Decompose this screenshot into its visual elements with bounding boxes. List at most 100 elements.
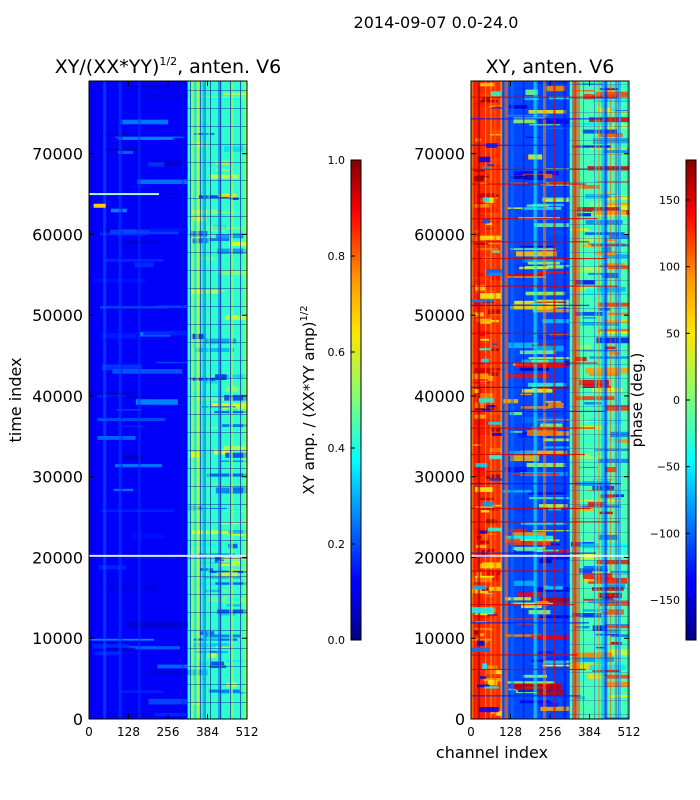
left-base-streak bbox=[99, 712, 155, 718]
right-left-streak bbox=[492, 129, 502, 134]
left-base-streak bbox=[149, 712, 188, 717]
left-base-streak bbox=[132, 186, 153, 188]
left-band-grid bbox=[187, 81, 247, 719]
right-mid-streak bbox=[513, 550, 537, 554]
colorbar-tick-label: 0.0 bbox=[328, 634, 346, 647]
y-tick-label: 70000 bbox=[32, 145, 83, 164]
right-mid-streak bbox=[509, 182, 528, 184]
right-mid-streak bbox=[532, 530, 570, 532]
left-base-streak bbox=[156, 305, 188, 309]
x-tick-label: 512 bbox=[236, 725, 259, 739]
right-mid-streak bbox=[546, 85, 566, 92]
right-left-streak bbox=[477, 330, 491, 334]
right-horizontal-line bbox=[471, 410, 605, 413]
right-mid-streak bbox=[526, 462, 566, 468]
left-base-streak bbox=[128, 622, 188, 628]
right-left-streak bbox=[491, 427, 502, 432]
right-left-streak bbox=[478, 82, 495, 87]
right-mid-streak bbox=[515, 363, 566, 368]
y-tick-label: 60000 bbox=[414, 225, 465, 244]
right-mid-column bbox=[504, 81, 509, 719]
right-left-streak bbox=[491, 504, 502, 507]
left-base-streak bbox=[147, 162, 165, 167]
right-mid-streak bbox=[510, 248, 556, 251]
left-base-streak bbox=[146, 94, 188, 99]
right-left-streak bbox=[476, 247, 499, 251]
right-mid-streak bbox=[548, 181, 570, 185]
right-mid-streak bbox=[521, 603, 542, 609]
right-horizontal-line bbox=[471, 386, 569, 388]
right-left-streak bbox=[490, 711, 502, 716]
left-bright-line bbox=[89, 554, 247, 557]
colorbar-tick-label: 150 bbox=[659, 194, 680, 207]
right-left-streak bbox=[479, 713, 497, 719]
right-horizontal-line bbox=[471, 168, 588, 170]
colorbar-tick-label: 0.2 bbox=[328, 538, 346, 551]
right-left-dark-streak bbox=[471, 607, 495, 614]
right-mid-streak bbox=[528, 610, 551, 615]
right-horizontal-line bbox=[471, 96, 604, 98]
right-left-dark-streak bbox=[492, 250, 500, 253]
right-left-streak bbox=[474, 487, 493, 492]
left-base-streak bbox=[148, 698, 188, 705]
left-colorbar-gradient bbox=[350, 159, 362, 641]
right-left-streak bbox=[473, 175, 489, 182]
right-horizontal-line bbox=[471, 622, 590, 624]
right-left-streak bbox=[485, 348, 500, 352]
right-mid-streak bbox=[509, 541, 551, 546]
right-mid-streak bbox=[546, 127, 567, 129]
right-mid-streak bbox=[542, 197, 570, 202]
right-horizontal-line bbox=[471, 552, 596, 554]
right-left-streak bbox=[483, 593, 497, 598]
right-mid-streak bbox=[507, 114, 549, 117]
right-horizontal-line bbox=[471, 304, 590, 306]
right-mid-streak bbox=[527, 492, 565, 495]
x-tick-label: 256 bbox=[157, 725, 180, 739]
left-base-streak bbox=[150, 160, 182, 166]
right-horizontal-line bbox=[471, 695, 581, 697]
figure-suptitle: 2014-09-07 0.0-24.0 bbox=[354, 13, 519, 32]
right-mid-streak bbox=[533, 301, 566, 303]
y-tick-label: 20000 bbox=[414, 548, 465, 567]
right-horizontal-line bbox=[471, 453, 585, 456]
right-mid-streak bbox=[516, 623, 534, 625]
right-left-dark-streak bbox=[479, 348, 491, 351]
right-left-streak bbox=[473, 230, 480, 233]
right-left-streak bbox=[485, 281, 495, 284]
y-tick-label: 40000 bbox=[32, 387, 83, 406]
y-tick-label: 10000 bbox=[32, 629, 83, 648]
right-left-streak bbox=[486, 598, 494, 601]
right-left-column bbox=[493, 81, 497, 719]
left-base-streak bbox=[115, 409, 142, 411]
left-base-streak bbox=[112, 368, 183, 374]
left-base-streak bbox=[100, 509, 174, 513]
right-horizontal-line bbox=[471, 507, 591, 510]
y-tick-label: 50000 bbox=[414, 306, 465, 325]
right-mid-streak bbox=[542, 319, 570, 324]
left-base-streak bbox=[150, 227, 188, 232]
right-horizontal-line bbox=[471, 183, 586, 185]
left-base-streak bbox=[135, 399, 178, 405]
right-left-dark-streak bbox=[487, 527, 502, 532]
right-left-dark-streak bbox=[487, 614, 498, 616]
right-left-streak bbox=[471, 419, 493, 426]
right-mid-streak bbox=[525, 89, 538, 96]
colorbar-tick-label: −150 bbox=[650, 594, 680, 607]
right-mid-streak bbox=[509, 411, 523, 416]
left-colorbar-label: XY amp. / (XX*YY amp)1/2 bbox=[299, 305, 318, 494]
right-horizontal-line bbox=[471, 257, 607, 260]
right-mid-streak bbox=[534, 223, 570, 228]
right-mid-column bbox=[533, 81, 537, 719]
right-mid-column bbox=[542, 81, 547, 719]
right-mid-streak bbox=[505, 597, 532, 601]
colorbar-tick-label: −50 bbox=[657, 461, 680, 474]
right-left-streak bbox=[472, 444, 481, 446]
left-base-streak bbox=[122, 455, 144, 460]
right-left-streak bbox=[473, 627, 495, 631]
x-tick-label: 256 bbox=[539, 725, 562, 739]
left-base-streak bbox=[157, 664, 188, 669]
right-mid-column bbox=[510, 81, 514, 719]
right-mid-streak bbox=[535, 119, 570, 124]
x-tick-label: 0 bbox=[85, 725, 93, 739]
